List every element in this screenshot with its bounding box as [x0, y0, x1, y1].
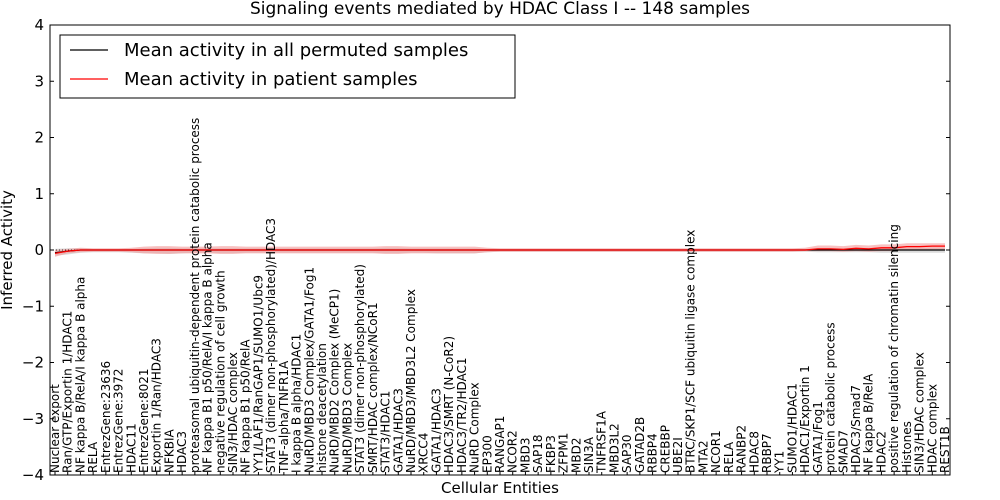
- series-line-patient: [54, 245, 945, 255]
- x-tick-label: SIN3/HDAC complex: [226, 352, 240, 473]
- x-tick-label: STAT3 (dimer non-phosphorylated): [353, 264, 367, 473]
- x-tick-label: NuRD/MBD2 Complex (MeCP1): [328, 289, 342, 473]
- x-tick-label: Exportin 1/Ran/HDAC3: [150, 338, 164, 473]
- x-tick-label: HDAC complex: [925, 384, 939, 473]
- x-tick-label: NFKBIA: [162, 428, 176, 473]
- x-tick-label: SUMO1/HDAC1: [785, 383, 799, 473]
- x-tick-label: FKBP3: [544, 435, 558, 473]
- x-tick-label: ZFPM1: [557, 433, 571, 473]
- x-tick-label: EntrezGene:23636: [99, 361, 113, 473]
- x-tick-label: TNFRSF1A: [595, 410, 609, 474]
- x-tick-label: GATA1/HDAC3: [391, 388, 405, 473]
- x-tick-label: SMRT/HDAC complex/NCoR1: [366, 302, 380, 473]
- x-tick-label: GATA1/Fog1: [811, 401, 825, 473]
- x-tick-label: SIN3/HDAC complex: [913, 352, 927, 473]
- x-tick-label: YY1: [773, 451, 787, 474]
- y-tick-label: 4: [34, 16, 44, 34]
- x-tick-label: NF kappa B/RelA/I kappa B alpha: [73, 277, 87, 473]
- x-tick-label: NF kappa B1 p50/RelA: [239, 339, 253, 473]
- x-tick-label: RANGAP1: [493, 416, 507, 473]
- x-tick-label: CREBBP: [658, 425, 672, 473]
- y-tick-label: −4: [22, 466, 44, 484]
- x-tick-label: RELA: [86, 441, 100, 473]
- legend: Mean activity in all permuted samples Mea…: [59, 34, 516, 99]
- x-tick-label: HDAC3/TR2/HDAC1: [455, 357, 469, 473]
- x-tick-label: histone deacetylation: [315, 343, 329, 473]
- x-tick-label: TNF-alpha/TNFR1A: [277, 360, 291, 474]
- y-axis-label: Inferred Activity: [0, 190, 16, 310]
- x-tick-label: RBBP4: [646, 433, 660, 473]
- y-tick-label: −2: [22, 354, 44, 372]
- x-tick-label: RANBP2: [735, 425, 749, 473]
- x-tick-label: NuRD/MBD3 Complex/GATA1/Fog1: [302, 267, 316, 473]
- x-tick-label: RELA: [722, 441, 736, 473]
- x-tick-label: XRCC4: [417, 433, 431, 473]
- x-tick-label: YY1/LAF1/RanGAP1/SUMO1/Ubc9: [251, 275, 265, 474]
- x-tick-label: MTA2: [696, 440, 710, 473]
- y-tick-label: 0: [34, 241, 44, 259]
- y-tick-label: 3: [34, 72, 44, 90]
- x-tick-label: NuRD/MBD3 Complex: [340, 343, 354, 473]
- x-tick-label: MBD3L2: [607, 423, 621, 473]
- x-tick-label: EntrezGene:8021: [137, 369, 151, 474]
- x-tick-label: protein catabolic process: [824, 322, 838, 473]
- x-tick-label: proteasomal ubiquitin-dependent protein …: [188, 118, 202, 473]
- legend-label: Mean activity in patient samples: [124, 69, 418, 90]
- x-tick-label: MBD3: [518, 438, 532, 473]
- x-tick-label: NF kappa B/RelA: [862, 373, 876, 473]
- y-tick-label: 1: [34, 185, 44, 203]
- x-tick-label: SIN3A: [582, 436, 596, 473]
- x-tick-label: STAT3 (dimer non-phosphorylated)/HDAC3: [264, 218, 278, 473]
- x-tick-label: NF kappa B1 p50/RelA/I kappa B alpha: [201, 242, 215, 473]
- x-tick-label: SMAD7: [836, 430, 850, 473]
- y-tick-label: −1: [22, 297, 44, 315]
- legend-label: Mean activity in all permuted samples: [124, 40, 468, 61]
- x-tick-label: HDAC11: [124, 423, 138, 473]
- x-tick-label: MBD2: [569, 438, 583, 473]
- x-axis-label: Cellular Entities: [441, 479, 559, 497]
- x-tick-label: I kappa B alpha/HDAC1: [290, 334, 304, 473]
- x-tick-label: REST1B: [938, 426, 952, 473]
- x-tick-label: NCOR1: [709, 430, 723, 473]
- x-tick-label: STAT3/HDAC1: [379, 391, 393, 473]
- x-tick-label: positive regulation of chromatin silenci…: [887, 224, 901, 473]
- x-tick-label: GATA1/HDAC3: [429, 388, 443, 473]
- chart-title: Signaling events mediated by HDAC Class …: [250, 0, 750, 19]
- x-tick-label: SAP18: [531, 434, 545, 473]
- x-tick-label: HDAC1/Exportin 1: [798, 365, 812, 473]
- x-tick-label: EntrezGene:3972: [112, 369, 126, 474]
- x-tick-label: NuRD/MBD3/MBD3L2 Complex: [404, 289, 418, 473]
- x-tick-label: HDAC3/SMRT (N-CoR2): [442, 336, 456, 473]
- x-tick-label: Nuclear export: [48, 384, 62, 473]
- x-tick-label: Ran/GTP/Exportin 1/HDAC1: [61, 311, 75, 473]
- legend-box: [59, 34, 516, 99]
- x-tick-label: UBE2I: [671, 437, 685, 473]
- y-axis-ticks: −4 −3 −2 −1 0 1 2 3 4: [22, 16, 950, 484]
- x-tick-label: NCOR2: [506, 430, 520, 473]
- data-series: [54, 245, 945, 255]
- x-tick-label: SAP30: [620, 434, 634, 473]
- x-tick-label: GATAD2B: [633, 417, 647, 473]
- x-tick-label: Histones: [900, 421, 914, 473]
- y-tick-label: −3: [22, 410, 44, 428]
- x-tick-label: HDAC2: [874, 431, 888, 473]
- y-tick-label: 2: [34, 129, 44, 147]
- x-tick-label: EP300: [480, 435, 494, 473]
- x-tick-label: HDAC3: [175, 431, 189, 473]
- x-tick-label: HDAC3/Smad7: [849, 385, 863, 473]
- plot-frame: [49, 24, 951, 476]
- x-tick-label: BTRC/SKP1/SCF ubiquitin ligase complex: [684, 230, 698, 473]
- x-tick-label: negative regulation of cell growth: [213, 270, 227, 473]
- x-tick-label: RBBP7: [760, 433, 774, 473]
- x-tick-label: NuRD Complex: [468, 382, 482, 473]
- x-tick-label: HDAC8: [747, 431, 761, 473]
